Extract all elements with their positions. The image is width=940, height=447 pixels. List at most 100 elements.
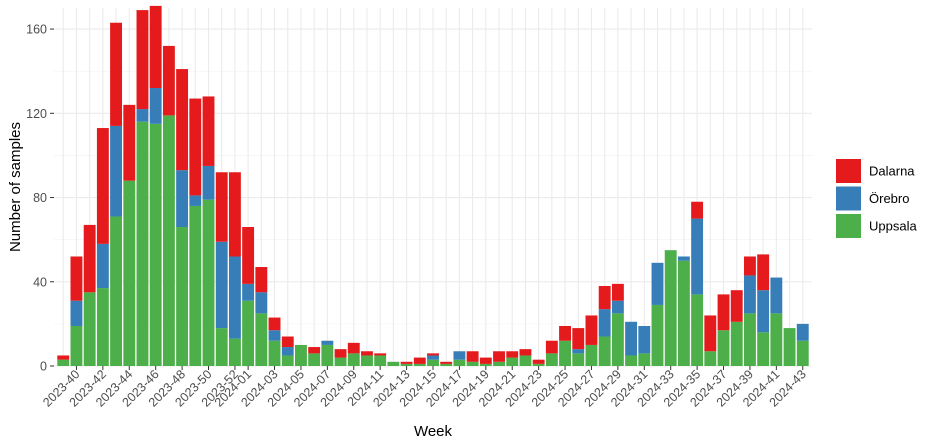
bar-uppsala-2024-07 bbox=[321, 344, 334, 366]
bar-dalarna-2024-08 bbox=[334, 349, 347, 358]
bar-uppsala-2024-39 bbox=[743, 313, 756, 366]
legend: Dalarna Örebro Uppsala bbox=[836, 159, 917, 238]
x-axis: 2023-402023-422023-442023-462023-482023-… bbox=[40, 366, 809, 410]
bar-dalarna-2023-42 bbox=[96, 128, 109, 244]
bar-rebro-2024-32 bbox=[651, 262, 664, 305]
bar-dalarna-2024-03 bbox=[268, 317, 281, 331]
bar-uppsala-2024-16 bbox=[440, 363, 453, 366]
bars bbox=[57, 5, 809, 367]
bar-dalarna-2024-04 bbox=[281, 336, 294, 348]
bar-uppsala-2024-18 bbox=[466, 361, 479, 366]
bar-rebro-2024-40 bbox=[757, 290, 770, 333]
bar-rebro-2024-41 bbox=[770, 277, 783, 314]
bar-uppsala-2023-40 bbox=[70, 325, 83, 366]
bar-uppsala-2024-21 bbox=[506, 357, 519, 366]
bar-dalarna-2023-51 bbox=[215, 172, 228, 242]
bar-uppsala-2024-42 bbox=[783, 328, 796, 366]
bar-rebro-2024-17 bbox=[453, 351, 466, 360]
legend-key-rebro bbox=[836, 186, 861, 211]
bar-dalarna-2024-21 bbox=[506, 351, 519, 358]
bar-rebro-2024-28 bbox=[598, 309, 611, 337]
legend-label-rebro: Örebro bbox=[869, 191, 909, 206]
bar-uppsala-2024-13 bbox=[400, 363, 413, 366]
bar-dalarna-2023-45 bbox=[136, 10, 149, 110]
bar-uppsala-2024-19 bbox=[479, 363, 492, 366]
bar-uppsala-2024-09 bbox=[347, 353, 360, 366]
bar-dalarna-2023-44 bbox=[123, 104, 136, 181]
bar-uppsala-2024-34 bbox=[677, 260, 690, 366]
bar-uppsala-2024-01 bbox=[242, 300, 255, 366]
bar-uppsala-2024-24 bbox=[545, 353, 558, 366]
bar-dalarna-2024-18 bbox=[466, 351, 479, 362]
bar-rebro-2024-02 bbox=[255, 292, 268, 314]
bar-rebro-2023-52 bbox=[228, 256, 241, 339]
bar-dalarna-2024-15 bbox=[427, 353, 439, 356]
bar-uppsala-2024-05 bbox=[295, 344, 307, 366]
bar-rebro-2024-15 bbox=[427, 355, 439, 360]
bar-rebro-2023-46 bbox=[149, 88, 162, 124]
bar-uppsala-2024-41 bbox=[770, 313, 783, 366]
bar-uppsala-2024-43 bbox=[796, 340, 809, 366]
bar-rebro-2024-30 bbox=[625, 321, 638, 356]
bar-uppsala-2023-41 bbox=[83, 292, 96, 366]
bar-rebro-2023-42 bbox=[96, 243, 109, 289]
bar-dalarna-2023-47 bbox=[162, 45, 175, 116]
bar-uppsala-2023-49 bbox=[189, 205, 202, 366]
bar-dalarna-2024-14 bbox=[413, 357, 426, 364]
bar-dalarna-2024-36 bbox=[704, 315, 717, 352]
bar-rebro-2024-26 bbox=[572, 349, 585, 354]
legend-key-uppsala bbox=[836, 214, 861, 238]
bar-uppsala-2023-47 bbox=[162, 115, 175, 367]
bar-rebro-2023-51 bbox=[215, 241, 228, 329]
y-tick-label: 0 bbox=[40, 360, 47, 374]
bar-rebro-2023-45 bbox=[136, 109, 149, 122]
bar-uppsala-2024-22 bbox=[519, 355, 532, 366]
bar-dalarna-2024-09 bbox=[347, 342, 360, 354]
bar-uppsala-2024-28 bbox=[598, 336, 611, 366]
bar-uppsala-2024-12 bbox=[387, 361, 400, 366]
bar-uppsala-2023-50 bbox=[202, 199, 215, 366]
bar-dalarna-2024-01 bbox=[242, 227, 255, 284]
bar-uppsala-2023-42 bbox=[96, 288, 109, 366]
bar-uppsala-2024-25 bbox=[559, 340, 571, 366]
bar-rebro-2023-43 bbox=[110, 125, 123, 217]
bar-uppsala-2024-31 bbox=[638, 353, 651, 366]
bar-dalarna-2023-39 bbox=[57, 355, 70, 360]
bar-uppsala-2024-15 bbox=[427, 359, 439, 366]
bar-dalarna-2023-50 bbox=[202, 96, 215, 166]
bar-uppsala-2024-26 bbox=[572, 353, 585, 366]
bar-dalarna-2024-27 bbox=[585, 315, 598, 345]
bar-dalarna-2024-16 bbox=[440, 361, 453, 364]
legend-label-dalarna: Dalarna bbox=[869, 164, 915, 179]
bar-dalarna-2023-49 bbox=[189, 98, 202, 196]
bar-rebro-2024-07 bbox=[321, 340, 334, 345]
bar-uppsala-2023-39 bbox=[57, 359, 70, 366]
bar-dalarna-2024-25 bbox=[559, 325, 571, 341]
bar-dalarna-2023-41 bbox=[83, 224, 96, 293]
bar-dalarna-2024-22 bbox=[519, 349, 532, 356]
bar-rebro-2024-01 bbox=[242, 283, 255, 301]
bar-uppsala-2024-29 bbox=[611, 313, 624, 366]
y-tick-label: 120 bbox=[26, 107, 47, 121]
y-axis-title: Number of samples bbox=[7, 122, 24, 252]
bar-uppsala-2023-43 bbox=[110, 216, 123, 366]
x-axis-title: Week bbox=[414, 423, 453, 440]
bar-dalarna-2024-20 bbox=[493, 351, 505, 362]
bar-rebro-2024-43 bbox=[796, 323, 809, 341]
bar-dalarna-2024-29 bbox=[611, 283, 624, 301]
bar-dalarna-2023-46 bbox=[149, 5, 162, 89]
bar-uppsala-2024-40 bbox=[757, 332, 770, 366]
bar-dalarna-2023-48 bbox=[176, 69, 189, 171]
bar-uppsala-2024-32 bbox=[651, 304, 664, 366]
bar-uppsala-2023-44 bbox=[123, 180, 136, 366]
bar-uppsala-2023-45 bbox=[136, 121, 149, 366]
bar-uppsala-2024-36 bbox=[704, 351, 717, 366]
bar-dalarna-2024-19 bbox=[479, 357, 492, 364]
bar-uppsala-2024-10 bbox=[361, 355, 373, 366]
bar-rebro-2024-03 bbox=[268, 330, 281, 341]
bar-rebro-2024-35 bbox=[691, 218, 704, 295]
bar-uppsala-2024-03 bbox=[268, 340, 281, 366]
bar-dalarna-2023-40 bbox=[70, 256, 83, 301]
bar-rebro-2024-04 bbox=[281, 347, 294, 356]
